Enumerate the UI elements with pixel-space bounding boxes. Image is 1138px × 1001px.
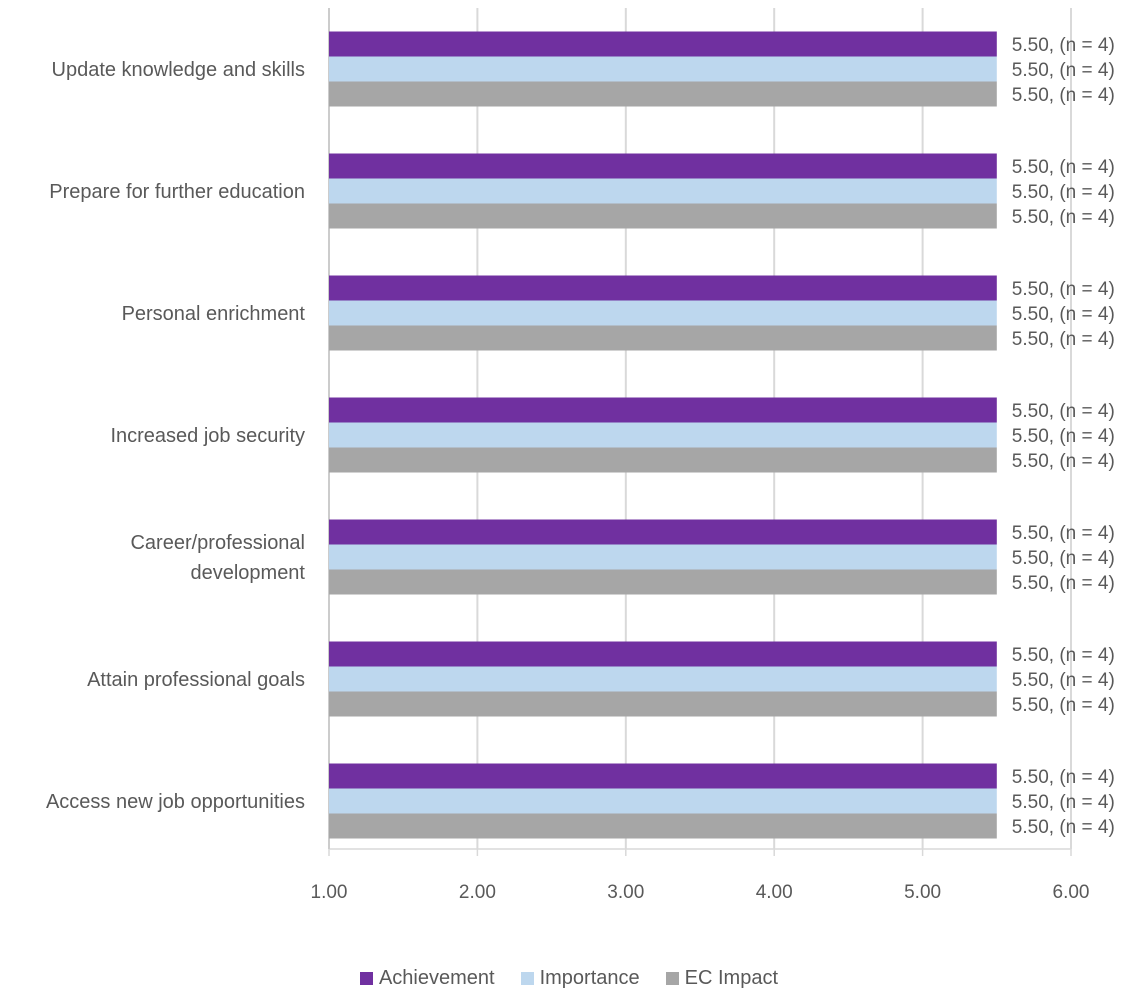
bar [329,813,997,839]
legend-label: EC Impact [684,967,779,989]
data-label: 5.50, (n = 4) [1012,182,1115,203]
legend: Achievement Importance EC Impact [0,967,1138,990]
data-label: 5.50, (n = 4) [1012,157,1115,178]
data-label: 5.50, (n = 4) [1012,304,1115,325]
bar [329,691,997,717]
category-label: Access new job opportunities [46,791,305,813]
bar [329,544,997,570]
bar [329,788,997,814]
legend-item: Importance [520,967,640,990]
x-axis-ticks: 1.00 2.00 3.00 4.00 5.00 6.00 [311,882,1090,903]
bar [329,641,997,667]
category-labels: Update knowledge and skills Prepare for f… [46,59,305,813]
bar [329,422,997,448]
data-label: 5.50, (n = 4) [1012,792,1115,813]
bar [329,203,997,229]
data-label: 5.50, (n = 4) [1012,670,1115,691]
category-label: Personal enrichment [122,303,306,325]
data-label: 5.50, (n = 4) [1012,35,1115,56]
category-label: Career/professional [130,532,305,554]
category-label: Prepare for further education [49,181,305,203]
data-label: 5.50, (n = 4) [1012,60,1115,81]
data-label: 5.50, (n = 4) [1012,817,1115,838]
bar [329,666,997,692]
bar [329,763,997,789]
bar [329,325,997,351]
data-label: 5.50, (n = 4) [1012,426,1115,447]
bar [329,519,997,545]
x-tick-label: 2.00 [459,882,496,903]
bar [329,275,997,301]
category-label: development [190,562,305,584]
bar [329,447,997,473]
legend-item: EC Impact [665,967,779,990]
bar [329,153,997,179]
data-label: 5.50, (n = 4) [1012,695,1115,716]
x-tick-label: 1.00 [311,882,348,903]
legend-label: Achievement [378,967,495,989]
data-label: 5.50, (n = 4) [1012,645,1115,666]
category-label: Update knowledge and skills [52,59,306,81]
bar [329,300,997,326]
legend-swatch [665,972,679,985]
bar [329,31,997,57]
data-label: 5.50, (n = 4) [1012,207,1115,228]
legend-label: Importance [539,967,640,989]
data-label: 5.50, (n = 4) [1012,548,1115,569]
bar [329,397,997,423]
category-label: Increased job security [110,425,305,447]
legend-swatch [359,972,373,985]
legend-item: Achievement [359,967,495,990]
bars [329,31,997,839]
data-label: 5.50, (n = 4) [1012,451,1115,472]
bar [329,178,997,204]
data-label: 5.50, (n = 4) [1012,523,1115,544]
x-tick-label: 3.00 [607,882,644,903]
data-label: 5.50, (n = 4) [1012,401,1115,422]
data-label: 5.50, (n = 4) [1012,85,1115,106]
x-tick-label: 6.00 [1053,882,1090,903]
x-tick-label: 4.00 [756,882,793,903]
data-label: 5.50, (n = 4) [1012,767,1115,788]
bar [329,56,997,82]
bar [329,569,997,595]
legend-swatch [520,972,534,985]
data-labels: 5.50, (n = 4) 5.50, (n = 4) 5.50, (n = 4) 5… [1012,35,1115,838]
data-label: 5.50, (n = 4) [1012,279,1115,300]
x-tick-label: 5.00 [904,882,941,903]
bar [329,81,997,107]
data-label: 5.50, (n = 4) [1012,329,1115,350]
data-label: 5.50, (n = 4) [1012,573,1115,594]
category-label: Attain professional goals [87,669,305,691]
